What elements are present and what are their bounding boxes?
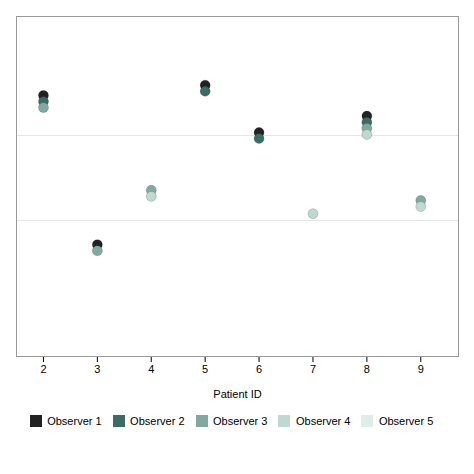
html-text:Observer 4: Observer 4 xyxy=(296,414,351,427)
svg-text:6: 6 xyxy=(256,363,262,375)
svg-text:Patient ID: Patient ID xyxy=(213,388,261,400)
svg-text:5: 5 xyxy=(202,363,208,375)
html-text:Observer 5: Observer 5 xyxy=(378,414,434,427)
svg-text:3: 3 xyxy=(94,363,100,375)
svg-text:8: 8 xyxy=(364,363,370,375)
html-text:Observer 1: Observer 1 xyxy=(47,414,102,427)
svg-text:2: 2 xyxy=(40,363,46,375)
html-text:Observer 3: Observer 3 xyxy=(213,414,268,427)
html-text:Observer 2: Observer 2 xyxy=(130,414,185,427)
svg-text:7: 7 xyxy=(310,363,316,375)
svg-text:9: 9 xyxy=(418,363,424,375)
svg-text:4: 4 xyxy=(148,363,154,375)
